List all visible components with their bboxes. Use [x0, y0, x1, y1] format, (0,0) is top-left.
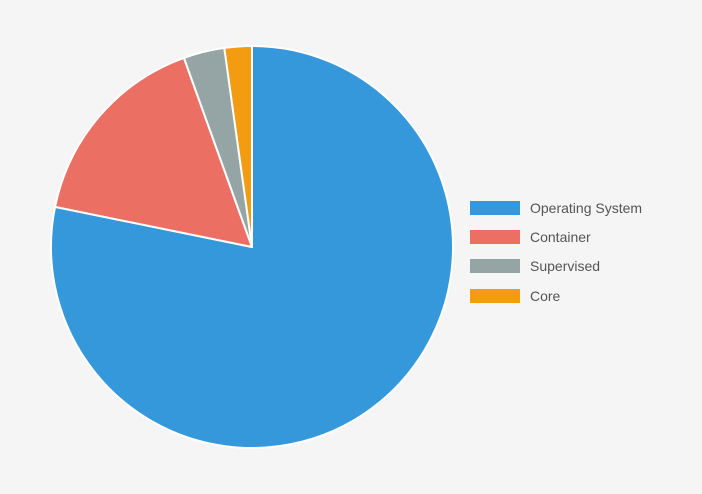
legend-swatch-core: [470, 288, 520, 303]
legend-item-supervised[interactable]: Supervised: [470, 252, 642, 281]
legend-item-core[interactable]: Core: [470, 281, 642, 310]
legend-label-container: Container: [530, 228, 591, 245]
legend-swatch-operating-system: [470, 200, 520, 215]
legend-swatch-supervised: [470, 259, 520, 274]
legend-label-operating-system: Operating System: [530, 199, 643, 216]
legend-swatch-container: [470, 229, 520, 244]
legend-item-operating-system[interactable]: Operating System: [470, 193, 642, 222]
legend-label-supervised: Supervised: [530, 258, 601, 275]
legend-item-container[interactable]: Container: [470, 222, 642, 251]
chart-legend: Operating System Container Supervised Co…: [470, 193, 642, 310]
pie-slice-container[interactable]: [54, 56, 253, 248]
legend-label-core: Core: [530, 287, 561, 304]
pie-slice-core[interactable]: [223, 45, 253, 248]
